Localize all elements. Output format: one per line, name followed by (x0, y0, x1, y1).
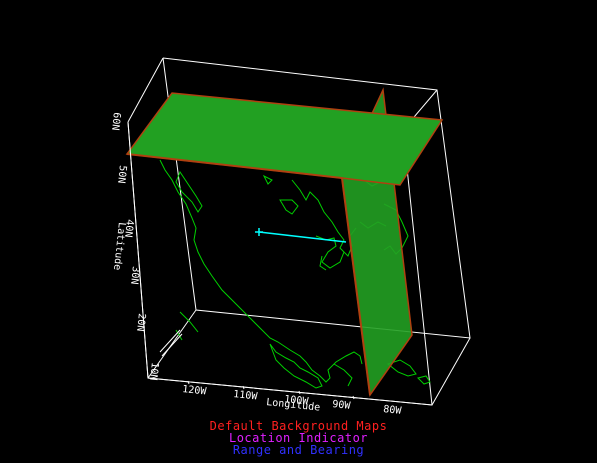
lat-tick-label: 50N (115, 165, 128, 184)
lon-tick-label: 120W (182, 384, 208, 398)
location-indicator[interactable] (255, 228, 347, 243)
legend-default-background-maps[interactable]: Default Background Maps (0, 420, 597, 432)
lat-tick-label: 10N (147, 362, 160, 381)
lon-tick-marks (187, 380, 355, 400)
lat-tick-label: 60N (109, 112, 122, 131)
lat-tick-label: 20N (134, 313, 147, 332)
lat-tick-label: 40N (122, 219, 135, 238)
lon-tick-label: 80W (383, 404, 403, 417)
legend-range-and-bearing[interactable]: Range and Bearing (0, 444, 597, 456)
lon-tick-label: 90W (332, 399, 352, 412)
lon-tick-label: 110W (233, 389, 259, 403)
legend-location-indicator[interactable]: Location Indicator (0, 432, 597, 444)
legend-label: Default Background Maps (209, 419, 388, 433)
lon-tick-label: 100W (284, 394, 310, 408)
legend-label: Location Indicator (228, 431, 369, 445)
longitude-axis-title: Longitude (266, 397, 321, 414)
lat-tick-label: 30N (128, 266, 141, 285)
latitude-axis-title: Latitude (111, 222, 127, 271)
legend-label: Range and Bearing (232, 443, 365, 457)
axis-corner-marks (159, 329, 183, 357)
bounding-box-front (127, 121, 433, 406)
